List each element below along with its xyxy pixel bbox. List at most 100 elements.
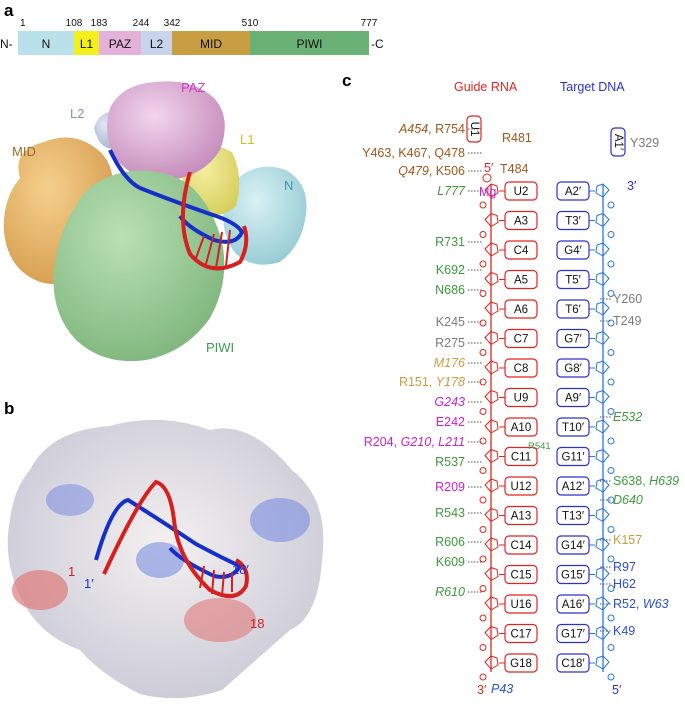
residue-label: R610 xyxy=(435,585,465,599)
residue-name-part: K157 xyxy=(613,533,642,547)
target-phosphate xyxy=(607,585,615,592)
guide-phosphate xyxy=(479,673,487,681)
target-phosphate xyxy=(607,467,615,474)
residue-label: G243 xyxy=(434,395,465,409)
negative-patch xyxy=(12,570,68,610)
target-nucleotide-box xyxy=(556,358,590,378)
target-dna-title: Target DNA xyxy=(560,80,625,94)
residue-name-part: G210 xyxy=(401,435,432,449)
residue-name-part: Q479 xyxy=(398,164,429,178)
residue-label: D640 xyxy=(613,493,643,507)
guide-nucleotide-box xyxy=(504,594,538,614)
panel-label-a: a xyxy=(4,1,14,20)
guide-phosphate xyxy=(479,231,487,238)
guide-rna-title: Guide RNA xyxy=(454,80,518,94)
negative-patch xyxy=(184,598,256,642)
target-phosphate xyxy=(607,673,615,681)
domain-surface-label: L1 xyxy=(240,132,254,147)
residue-label: R541 xyxy=(528,441,551,452)
residue-name-part: W63 xyxy=(643,597,669,611)
guide-sugar xyxy=(484,183,499,198)
target-sugar xyxy=(595,655,610,670)
residue-name-part: Y178 xyxy=(436,375,465,389)
residue-label: R204, G210, L211 xyxy=(364,435,465,449)
target-sugar xyxy=(595,596,610,611)
mg-ion xyxy=(482,173,492,183)
target-phosphate xyxy=(607,378,615,386)
guide-phosphate xyxy=(479,585,487,592)
guide-nucleotide-box xyxy=(504,358,538,378)
target-sugar xyxy=(595,360,610,375)
target-5prime-label: 5′ xyxy=(612,683,622,697)
target-nucleotide-box xyxy=(556,564,590,585)
domain-surface-label: MID xyxy=(12,144,36,159)
residue-boundary: 108 xyxy=(66,18,83,29)
residue-name-part: Y463, K467, Q478 xyxy=(362,146,465,160)
panel-b: b 1 1′ 18′ 18 xyxy=(4,399,324,699)
target-nucleotide: G4′ xyxy=(564,245,582,257)
residue-name-part: S638, xyxy=(613,474,649,488)
guide-nucleotide-box xyxy=(504,417,538,437)
guide-sugar xyxy=(484,242,499,257)
residue-label: P43 xyxy=(491,682,513,696)
target-phosphate xyxy=(607,201,615,209)
residue-boundary: 510 xyxy=(242,18,259,29)
target-nucleotide-box xyxy=(556,505,590,526)
target-sugar xyxy=(595,419,610,434)
guide-nucleotide: U12 xyxy=(510,481,531,493)
residue-label: R481 xyxy=(502,131,532,145)
target-nucleotide: T10′ xyxy=(562,422,584,434)
guide-nucleotide: C8 xyxy=(514,363,529,375)
residue-name-part: T249 xyxy=(613,314,642,328)
guide-phosphate xyxy=(479,319,487,327)
domain-surface-label: PAZ xyxy=(181,80,205,95)
target-nucleotide-box xyxy=(556,328,590,349)
residue-name-part: Y329 xyxy=(630,136,659,150)
guide-bases-b xyxy=(199,565,233,597)
target-sugar xyxy=(595,242,610,257)
residue-name-part: , xyxy=(431,435,438,449)
residue-label: Y260 xyxy=(613,292,642,306)
target-nucleotide-box xyxy=(556,476,590,496)
domain-label-paz: PAZ xyxy=(109,37,131,51)
residue-label: K692 xyxy=(436,263,465,277)
residue-name-part: K49 xyxy=(613,624,635,638)
residue-label: Y463, K467, Q478 xyxy=(362,146,465,160)
guide-sugar xyxy=(484,360,499,375)
target-phosphate xyxy=(607,231,615,238)
domain-label-l2: L2 xyxy=(150,37,164,51)
guide-nucleotide-box xyxy=(504,240,538,260)
guide-sugar xyxy=(484,566,499,582)
guide-bases-a xyxy=(195,229,231,269)
guide-phosphate xyxy=(479,349,487,356)
guide-nucleotide: A6 xyxy=(514,304,528,316)
guide-nucleotide: C17 xyxy=(510,629,531,641)
residue-name-part: H639 xyxy=(649,474,679,488)
residue-label: N686 xyxy=(435,283,465,297)
residue-label: K49 xyxy=(613,624,635,638)
residue-name-part: D640 xyxy=(613,493,643,507)
target-sugar xyxy=(595,271,610,287)
residue-name-part: R731 xyxy=(435,235,465,249)
domain-label-mid: MID xyxy=(200,37,222,51)
guide-nucleotide-box xyxy=(504,505,538,526)
residue-label: S638, H639 xyxy=(613,474,679,488)
residue-name-part: R275 xyxy=(435,336,465,350)
target-phosphate xyxy=(607,290,615,297)
positive-patch xyxy=(46,484,94,516)
domain-block-l2 xyxy=(141,31,172,55)
guide-nucleotide-box xyxy=(504,387,538,408)
target-dna-strand-a xyxy=(108,149,245,244)
guide-nucleotide: C15 xyxy=(510,570,531,582)
residue-label: E532 xyxy=(613,410,642,424)
residue-name-part: M176 xyxy=(434,356,465,370)
positive-patch xyxy=(250,498,310,542)
guide-nucleotide: A3 xyxy=(514,216,528,228)
target-nucleotide-box xyxy=(556,181,590,201)
guide-phosphate xyxy=(479,201,487,209)
target-sugar xyxy=(595,478,610,493)
guide-nucleotide: G18 xyxy=(510,658,532,670)
domain-surface-label: N xyxy=(284,178,293,193)
guide-nucleotide-box xyxy=(504,653,538,673)
